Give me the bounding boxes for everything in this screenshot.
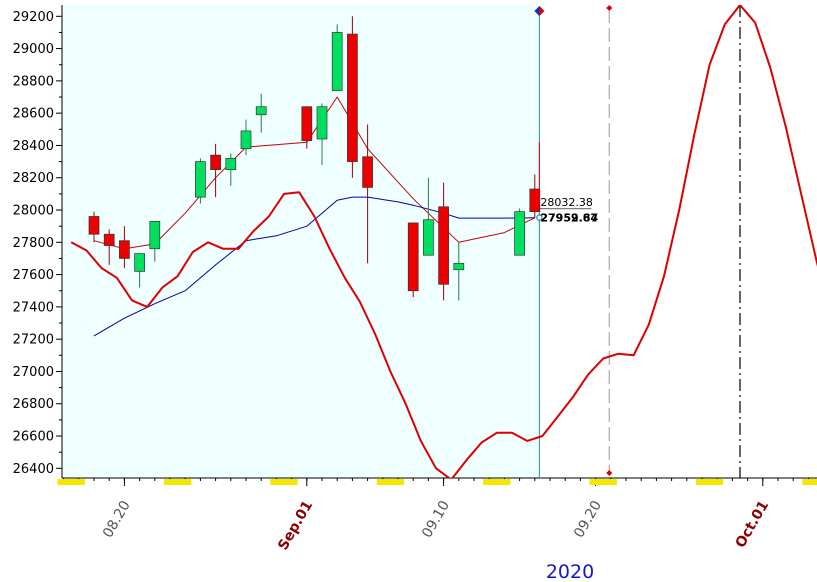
series-line bbox=[70, 5, 817, 478]
forecast-marker-top bbox=[606, 5, 613, 11]
y-tick-label: 29200 bbox=[13, 10, 54, 25]
y-tick-label: 27800 bbox=[13, 236, 54, 251]
weekend-marker bbox=[270, 479, 298, 485]
weekend-marker bbox=[802, 479, 817, 485]
price-label: 27959.64 bbox=[540, 212, 598, 225]
y-tick-label: 28000 bbox=[13, 204, 54, 219]
y-tick-label: 26600 bbox=[13, 430, 54, 445]
candle-body bbox=[316, 106, 328, 140]
y-tick-label: 27600 bbox=[13, 268, 54, 283]
candle-body bbox=[240, 130, 252, 150]
candle-body bbox=[423, 219, 434, 256]
weekend-marker bbox=[376, 479, 405, 485]
price-label: 28032.38 bbox=[540, 196, 593, 209]
x-tick-label: 09.20 bbox=[571, 498, 605, 541]
x-tick-label: Oct.01 bbox=[733, 498, 773, 551]
candle-body bbox=[407, 222, 419, 292]
x-axis: 08.20 Sep.01 09.10 09.20 Oct.01 bbox=[62, 477, 817, 553]
plot-area-history bbox=[62, 5, 540, 478]
y-tick-label: 26400 bbox=[13, 462, 54, 477]
candle-body bbox=[529, 188, 541, 212]
candle-body bbox=[225, 158, 237, 171]
y-tick-label: 27400 bbox=[13, 300, 54, 315]
candle-body bbox=[210, 154, 221, 171]
x-tick-label: 08.20 bbox=[100, 498, 134, 541]
forecast-marker-bottom bbox=[606, 470, 613, 476]
y-tick-label: 28400 bbox=[13, 139, 54, 154]
weekend-marker bbox=[57, 479, 85, 485]
weekend-marker bbox=[163, 479, 192, 485]
candle-body bbox=[514, 211, 525, 256]
current-marker-diamond-half bbox=[539, 6, 545, 16]
candle-body bbox=[301, 106, 313, 141]
candles bbox=[88, 16, 541, 301]
y-tick-label: 28800 bbox=[13, 74, 54, 89]
candle-body bbox=[255, 106, 267, 116]
candle-body bbox=[362, 156, 373, 188]
x-tick-label: Sep.01 bbox=[275, 498, 316, 553]
candle-body bbox=[347, 33, 358, 162]
candle-body bbox=[103, 233, 115, 246]
x-tick-label: 09.10 bbox=[419, 498, 453, 541]
weekend-marker bbox=[483, 479, 511, 485]
y-axis: 26400 26600 26800 27000 27200 27400 27600 27800… bbox=[13, 5, 63, 478]
y-tick-label: 27000 bbox=[13, 365, 54, 380]
year-label: 2020 bbox=[546, 561, 594, 582]
weekend-marker bbox=[695, 479, 724, 485]
candle-body bbox=[88, 216, 100, 235]
weekend-marker bbox=[589, 479, 617, 485]
candle-body bbox=[438, 206, 449, 285]
current-price-dot bbox=[536, 214, 543, 221]
vertical-lines bbox=[534, 5, 741, 478]
weekend-markers bbox=[57, 479, 817, 485]
y-tick-label: 28600 bbox=[13, 107, 54, 122]
y-tick-label: 26800 bbox=[13, 397, 54, 412]
candle-body bbox=[149, 220, 161, 250]
candle-body bbox=[331, 32, 343, 91]
candle-body bbox=[195, 161, 206, 198]
price-label: 27952.87 bbox=[540, 212, 598, 225]
candle-body bbox=[134, 253, 145, 272]
candle-body bbox=[119, 240, 130, 259]
y-tick-label: 29000 bbox=[13, 42, 54, 57]
candle-body bbox=[453, 262, 465, 271]
y-tick-label: 28200 bbox=[13, 171, 54, 186]
y-tick-label: 27200 bbox=[13, 333, 54, 348]
